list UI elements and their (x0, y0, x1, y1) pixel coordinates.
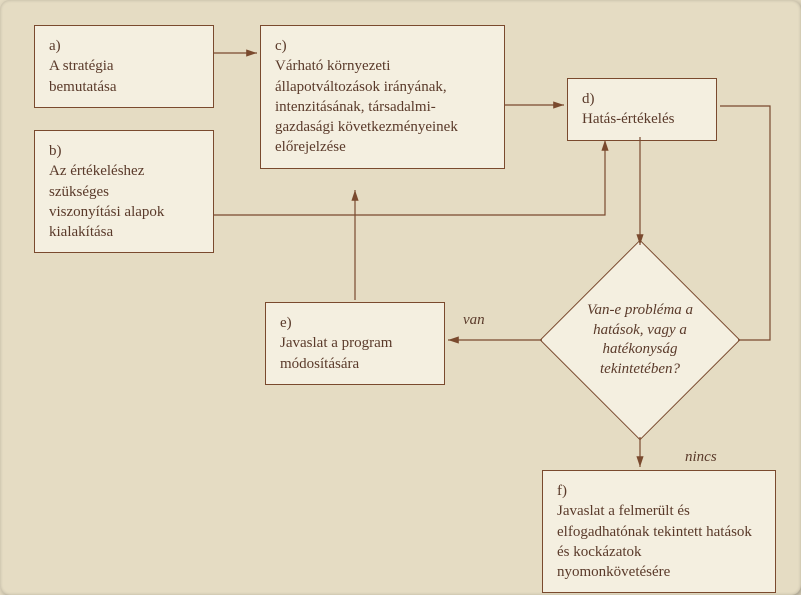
node-f-letter: f) (557, 481, 579, 501)
node-e: e) Javaslat a program módosítására (265, 302, 445, 385)
node-e-text: Javaslat a program módosítására (280, 333, 410, 374)
node-a-text: A stratégia bemutatása (49, 56, 179, 97)
node-c-letter: c) (275, 36, 297, 56)
node-d-letter: d) (582, 89, 604, 109)
node-a-letter: a) (49, 36, 71, 56)
node-b: b) Az értékeléshez szükséges viszonyítás… (34, 130, 214, 253)
node-d-text: Hatás-értékelés (582, 109, 682, 129)
node-e-letter: e) (280, 313, 302, 333)
edge-label-nincs: nincs (685, 449, 717, 466)
node-f-text: Javaslat a felmerült és elfogadhatónak t… (557, 501, 753, 582)
edge-label-van: van (463, 312, 485, 329)
node-b-letter: b) (49, 141, 71, 161)
node-b-text: Az értékeléshez szükséges viszonyítási a… (49, 161, 179, 242)
decision-node: Van-e probléma a hatások, vagy a hatékon… (540, 240, 740, 440)
node-a: a) A stratégia bemutatása (34, 25, 214, 108)
node-c-text: Várható környezeti állapotváltozások irá… (275, 56, 470, 157)
decision-text: Van-e probléma a hatások, vagy a hatékon… (540, 240, 740, 440)
node-d: d) Hatás-értékelés (567, 78, 717, 141)
node-f: f) Javaslat a felmerült és elfogadhatóna… (542, 470, 776, 593)
node-c: c) Várható környezeti állapotváltozások … (260, 25, 505, 169)
